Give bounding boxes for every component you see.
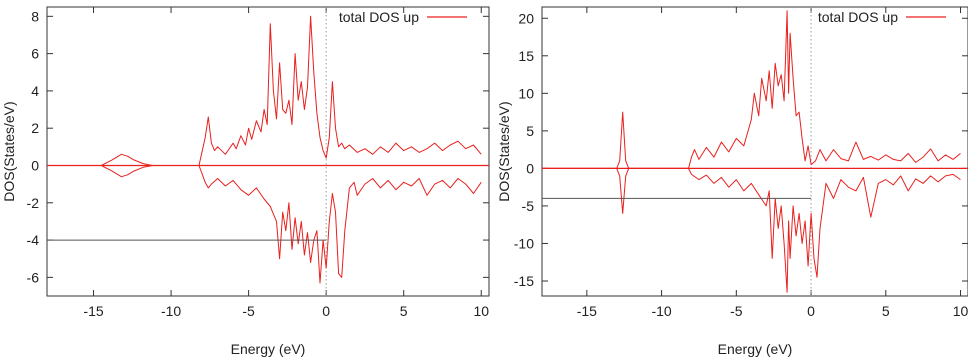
dos-panel-right: -15 -10 -5 0 5 10 -15 -10 -5 0 5 10 15 20 Energy (eV) D…	[496, 6, 968, 357]
y-tick-label: -15	[514, 273, 534, 289]
y-tick-label: 6	[31, 46, 39, 62]
y-tick-label: 10	[518, 85, 534, 101]
x-tick-label: -15	[577, 303, 597, 319]
legend-label: total DOS up	[339, 9, 419, 25]
x-tick-label: 5	[400, 303, 408, 319]
y-tick-label: -10	[514, 235, 534, 251]
series-line-1	[542, 167, 961, 293]
x-tick-label: -15	[83, 303, 103, 319]
y-tick-label: 0	[526, 160, 534, 176]
series-line-1	[47, 165, 482, 284]
y-tick-label: -4	[27, 232, 40, 248]
y-tick-label: 4	[31, 83, 39, 99]
y-tick-label: 8	[31, 8, 39, 24]
y-axis-label: DOS(States/eV)	[1, 101, 17, 201]
plot-frame	[541, 6, 968, 297]
x-tick-label: -10	[651, 303, 671, 319]
y-axis-label: DOS(States/eV)	[496, 101, 512, 201]
x-tick-label: 10	[473, 303, 489, 319]
plot-frame	[46, 6, 490, 297]
dos-panel-left: -15 -10 -5 0 5 10 -6 -4 -2 0 2 4 6 8 Energy (eV) DOS(St…	[1, 6, 490, 357]
y-tick-label: -2	[27, 195, 40, 211]
series-line-0	[47, 15, 482, 166]
y-tick-label: 0	[31, 157, 39, 173]
y-tick-label: 15	[518, 48, 534, 64]
x-axis-label: Energy (eV)	[231, 341, 306, 357]
y-tick-label: 20	[518, 10, 534, 26]
x-tick-label: 10	[953, 303, 968, 319]
x-tick-label: -10	[161, 303, 181, 319]
x-tick-label: 5	[882, 303, 890, 319]
y-tick-label: -5	[522, 198, 535, 214]
y-tick-label: -6	[27, 269, 40, 285]
y-tick-label: 5	[526, 123, 534, 139]
x-tick-label: -5	[242, 303, 255, 319]
x-tick-label: 0	[807, 303, 815, 319]
x-tick-label: -5	[730, 303, 743, 319]
x-tick-label: 0	[322, 303, 330, 319]
series-line-0	[542, 10, 961, 169]
legend-label: total DOS up	[818, 9, 898, 25]
x-axis-label: Energy (eV)	[718, 341, 793, 357]
y-tick-label: 2	[31, 120, 39, 136]
